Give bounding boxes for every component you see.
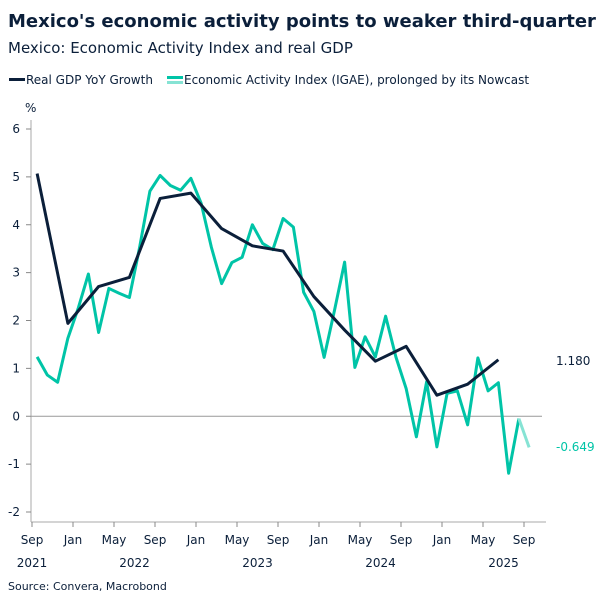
y-tick-label: 4 — [12, 218, 20, 232]
x-tick-label-month: Sep — [21, 533, 44, 547]
gdp-end-label: 1.180 — [556, 354, 590, 368]
x-tick-label-year: 2023 — [242, 556, 273, 570]
x-tick-label-year: 2021 — [17, 556, 48, 570]
x-tick-label-month: Jan — [63, 533, 83, 547]
y-tick-label: -1 — [8, 457, 20, 471]
series-lines — [35, 173, 531, 475]
x-tick-label-month: Jan — [309, 533, 329, 547]
y-tick-label: -2 — [8, 505, 20, 519]
legend-swatch-nowcast — [167, 81, 183, 84]
y-tick-label: 3 — [12, 266, 20, 280]
x-tick-label-month: Sep — [390, 533, 413, 547]
x-tick-label-month: May — [225, 533, 250, 547]
legend-label-gdp: Real GDP YoY Growth — [26, 73, 153, 87]
y-tick-label: 0 — [12, 409, 20, 423]
x-tick-label-month: Jan — [186, 533, 206, 547]
legend-swatch-gdp — [9, 78, 25, 81]
x-tick-label-year: 2022 — [119, 556, 150, 570]
x-tick-label-year: 2024 — [365, 556, 396, 570]
gdp-line — [35, 173, 500, 397]
y-axis-label: % — [25, 101, 36, 115]
x-tick-label-month: Sep — [267, 533, 290, 547]
y-tick-label: 6 — [12, 122, 20, 136]
legend-label-igae: Economic Activity Index (IGAE), prolonge… — [184, 73, 529, 87]
chart-subtitle: Mexico: Economic Activity Index and real… — [8, 39, 353, 57]
igae-line — [35, 173, 521, 475]
source-note: Source: Convera, Macrobond — [8, 580, 167, 593]
x-tick-label-month: May — [102, 533, 127, 547]
y-tick-label: 5 — [12, 170, 20, 184]
igae-end-label: -0.649 — [556, 440, 595, 454]
x-tick-label-month: Sep — [513, 533, 536, 547]
x-tick-label-month: May — [348, 533, 373, 547]
legend-swatch-igae — [167, 76, 183, 79]
x-tick-label-year: 2025 — [488, 556, 519, 570]
legend: Real GDP YoY Growth Economic Activity In… — [9, 73, 529, 87]
x-tick-label-month: May — [471, 533, 496, 547]
y-tick-label: 2 — [12, 314, 20, 328]
x-tick-label-month: Sep — [144, 533, 167, 547]
igae-nowcast-line — [517, 418, 531, 448]
x-tick-label-month: Jan — [432, 533, 452, 547]
chart-title: Mexico's economic activity points to wea… — [8, 11, 596, 32]
y-tick-label: 1 — [12, 361, 20, 375]
